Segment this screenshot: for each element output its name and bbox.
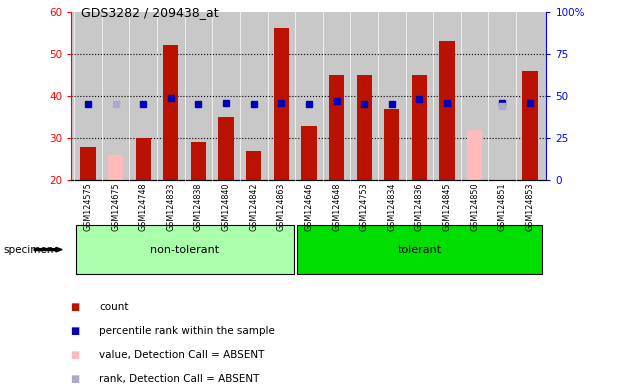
Bar: [384, 109, 399, 180]
Text: GSM124748: GSM124748: [138, 183, 148, 231]
Text: rank, Detection Call = ABSENT: rank, Detection Call = ABSENT: [99, 374, 260, 384]
Bar: [135, 138, 151, 180]
Bar: [329, 75, 344, 180]
Text: ■: ■: [70, 326, 79, 336]
Bar: [356, 75, 372, 180]
Bar: [412, 75, 427, 180]
Text: tolerant: tolerant: [397, 245, 442, 255]
Text: percentile rank within the sample: percentile rank within the sample: [99, 326, 275, 336]
Text: GSM124675: GSM124675: [111, 183, 120, 231]
Text: specimen: specimen: [3, 245, 53, 255]
Bar: [246, 151, 261, 180]
Text: ■: ■: [70, 350, 79, 360]
Bar: [467, 130, 483, 180]
Text: GSM124863: GSM124863: [277, 183, 286, 231]
Text: GSM124840: GSM124840: [222, 183, 230, 231]
Text: GSM124851: GSM124851: [498, 183, 507, 231]
Text: GSM124853: GSM124853: [525, 183, 535, 231]
Bar: [440, 41, 455, 180]
Bar: [80, 147, 96, 180]
Text: GSM124575: GSM124575: [83, 183, 93, 231]
Text: count: count: [99, 302, 129, 312]
FancyBboxPatch shape: [76, 225, 294, 274]
Bar: [301, 126, 317, 180]
Text: GSM124842: GSM124842: [249, 183, 258, 231]
Bar: [522, 71, 538, 180]
Bar: [191, 142, 206, 180]
Text: GSM124836: GSM124836: [415, 183, 424, 231]
Text: GSM124646: GSM124646: [304, 183, 314, 231]
Text: GSM124833: GSM124833: [166, 183, 175, 231]
Text: GDS3282 / 209438_at: GDS3282 / 209438_at: [81, 6, 219, 19]
Text: ■: ■: [70, 302, 79, 312]
Text: GSM124850: GSM124850: [470, 183, 479, 231]
Text: GSM124838: GSM124838: [194, 183, 203, 231]
Bar: [219, 117, 233, 180]
Bar: [163, 45, 178, 180]
Text: non-tolerant: non-tolerant: [150, 245, 219, 255]
FancyBboxPatch shape: [296, 225, 542, 274]
Bar: [108, 155, 123, 180]
Text: ■: ■: [70, 374, 79, 384]
Text: GSM124753: GSM124753: [360, 183, 369, 231]
Text: GSM124834: GSM124834: [388, 183, 396, 231]
Text: value, Detection Call = ABSENT: value, Detection Call = ABSENT: [99, 350, 265, 360]
Bar: [274, 28, 289, 180]
Text: GSM124648: GSM124648: [332, 183, 341, 231]
Text: GSM124845: GSM124845: [443, 183, 451, 231]
